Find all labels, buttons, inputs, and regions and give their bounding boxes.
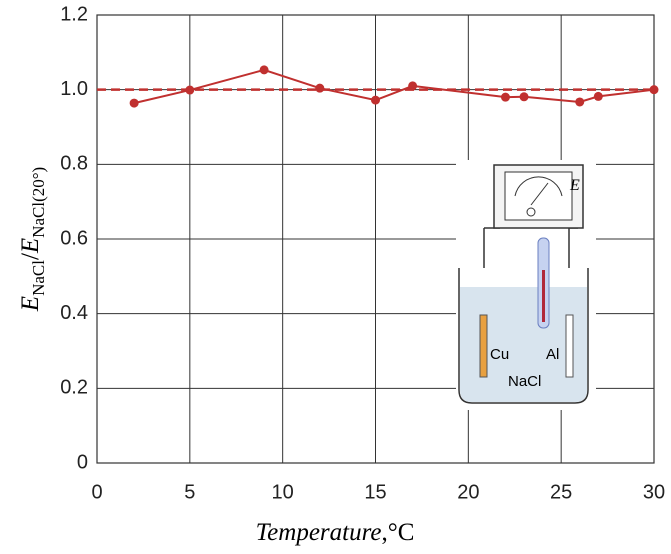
x-tick-label: 30 (643, 481, 665, 503)
y-tick-label: 0.6 (60, 227, 88, 249)
data-point (371, 95, 380, 105)
electrolyte-label: NaCl (508, 373, 541, 390)
data-point (575, 97, 585, 107)
inset-diagram: E Cu Al NaCl (456, 160, 596, 410)
electrode-label: Al (546, 346, 559, 363)
thermometer-mercury (542, 270, 545, 322)
meter-label: E (569, 177, 580, 194)
y-label-part: E (17, 296, 44, 312)
electrode-al (565, 314, 574, 378)
x-axis-label: Temperature,°C (256, 519, 415, 546)
y-axis-label: ENaCl/ENaCl(20°) (17, 167, 48, 312)
x-tick-label: 15 (364, 481, 386, 503)
data-line (133, 68, 655, 105)
data-point (593, 91, 603, 101)
data-point (259, 65, 269, 75)
x-tick-label: 5 (184, 481, 195, 503)
y-tick-label: 1.0 (60, 78, 88, 100)
y-label-part: NaCl (29, 260, 48, 296)
y-tick-label: 0 (77, 451, 88, 473)
y-tick-label: 0.4 (60, 302, 88, 324)
x-tick-label: 0 (91, 481, 102, 503)
x-label-unit: °C (388, 519, 415, 546)
x-tick-label: 10 (272, 481, 294, 503)
y-tick-label: 0.8 (60, 153, 88, 175)
meter-scale (514, 176, 563, 197)
y-label-part: E (17, 238, 44, 254)
data-point (519, 92, 529, 102)
y-label-part: / (17, 253, 44, 260)
data-point (185, 85, 195, 95)
data-point (408, 81, 418, 91)
electrode-label: Cu (490, 346, 509, 363)
meter-needle (530, 182, 549, 206)
y-tick-label: 0.2 (60, 377, 88, 399)
data-point (315, 83, 325, 93)
meter-knob (526, 207, 536, 217)
x-label-sep: , (382, 519, 388, 546)
data-point (129, 98, 139, 108)
electrolyte (460, 287, 587, 402)
y-label-part: NaCl(20°) (29, 167, 48, 238)
electrode-cu (479, 314, 488, 378)
x-tick-label: 20 (457, 481, 479, 503)
plot-frame (96, 14, 655, 464)
y-tick-label: 1.2 (60, 3, 88, 25)
x-label-name: Temperature (256, 519, 382, 546)
data (97, 65, 659, 108)
data-point (500, 92, 510, 102)
x-tick-label: 25 (550, 481, 572, 503)
data-point (649, 85, 659, 95)
